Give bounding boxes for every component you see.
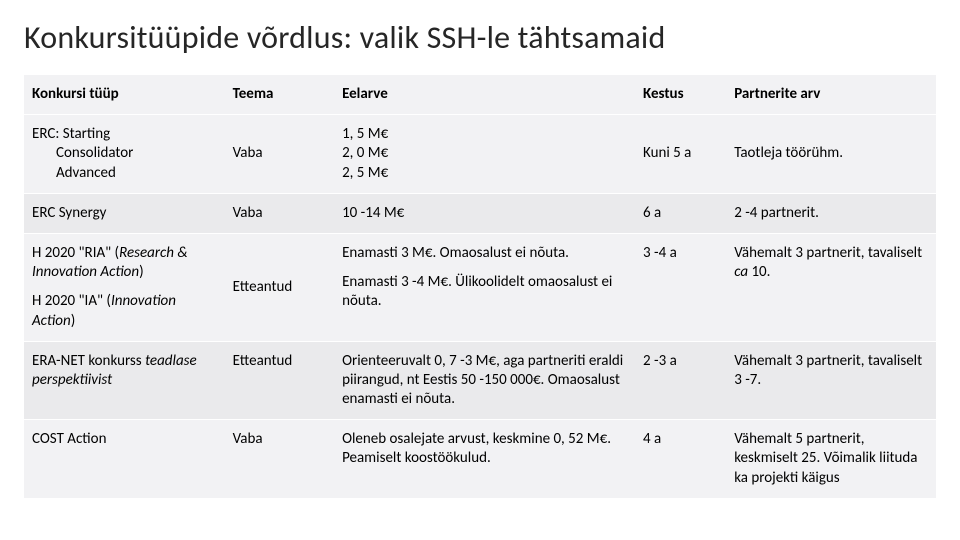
cell-partners: Vähemalt 5 partnerit, keskmiselt 25. Või… (726, 420, 936, 499)
cell-duration: 3 -4 a (635, 233, 726, 341)
cell-type: ERC: Starting Consolidator Advanced (24, 115, 225, 194)
table-row: ERC Synergy Vaba 10 -14 M€ 6 a 2 -4 part… (24, 193, 936, 233)
table-row: ERA-NET konkurss teadlase perspektiivist… (24, 341, 936, 420)
text: H 2020 "IA" (Innovation Action) (32, 292, 217, 330)
text: Consolidator (32, 144, 217, 163)
col-header-duration: Kestus (635, 75, 726, 115)
cell-type: H 2020 "RIA" (Research & Innovation Acti… (24, 233, 225, 341)
cell-type: ERA-NET konkurss teadlase perspektiivist (24, 341, 225, 420)
col-header-type: Konkursi tüüp (24, 75, 225, 115)
page-title: Konkursitüüpide võrdlus: valik SSH-le tä… (24, 18, 936, 57)
cell-budget: 1, 5 M€ 2, 0 M€ 2, 5 M€ (334, 115, 635, 194)
text: H 2020 "IA" ( (32, 292, 111, 310)
table-header-row: Konkursi tüüp Teema Eelarve Kestus Partn… (24, 75, 936, 115)
cell-budget: 10 -14 M€ (334, 193, 635, 233)
cell-partners: Vähemalt 3 partnerit, tavaliselt ca 10. (726, 233, 936, 341)
cell-duration: 6 a (635, 193, 726, 233)
text: Enamasti 3 M€. Omaosalust ei nõuta. (342, 244, 627, 263)
comparison-table: Konkursi tüüp Teema Eelarve Kestus Partn… (24, 75, 936, 499)
cell-type: COST Action (24, 420, 225, 499)
cell-theme: Vaba (225, 115, 334, 194)
text: Enamasti 3 -4 M€. Ülikoolidelt omaosalus… (342, 273, 627, 311)
cell-budget: Oleneb osalejate arvust, keskmine 0, 52 … (334, 420, 635, 499)
text: H 2020 "RIA" (Research & Innovation Acti… (32, 244, 217, 282)
col-header-theme: Teema (225, 75, 334, 115)
text: 1, 5 M€ (342, 125, 388, 143)
cell-budget: Enamasti 3 M€. Omaosalust ei nõuta. Enam… (334, 233, 635, 341)
cell-partners: 2 -4 partnerit. (726, 193, 936, 233)
col-header-partners: Partnerite arv (726, 75, 936, 115)
cell-type: ERC Synergy (24, 193, 225, 233)
cell-theme: Etteantud (225, 341, 334, 420)
text: H 2020 "RIA" ( (32, 244, 119, 262)
text: Advanced (32, 164, 217, 183)
text: Vähemalt 3 partnerit, tavaliselt (734, 244, 922, 262)
cell-partners: Vähemalt 3 partnerit, tavaliselt 3 -7. (726, 341, 936, 420)
cell-duration: 4 a (635, 420, 726, 499)
table-row: ERC: Starting Consolidator Advanced Vaba… (24, 115, 936, 194)
text: 2, 5 M€ (342, 164, 388, 182)
cell-budget: Orienteeruvalt 0, 7 -3 M€, aga partnerit… (334, 341, 635, 420)
cell-duration: 2 -3 a (635, 341, 726, 420)
text: ) (71, 312, 76, 330)
cell-duration: Kuni 5 a (635, 115, 726, 194)
text: 2, 0 M€ (342, 144, 388, 162)
text: 10. (748, 263, 770, 281)
cell-theme: Etteantud (225, 233, 334, 341)
text: ERC: Starting (32, 125, 110, 143)
text: ca (734, 263, 748, 281)
text: ) (139, 263, 144, 281)
table-row: COST Action Vaba Oleneb osalejate arvust… (24, 420, 936, 499)
col-header-budget: Eelarve (334, 75, 635, 115)
cell-theme: Vaba (225, 193, 334, 233)
table-row: H 2020 "RIA" (Research & Innovation Acti… (24, 233, 936, 341)
text: ERA-NET konkurss (32, 352, 145, 370)
cell-partners: Taotleja töörühm. (726, 115, 936, 194)
cell-theme: Vaba (225, 420, 334, 499)
